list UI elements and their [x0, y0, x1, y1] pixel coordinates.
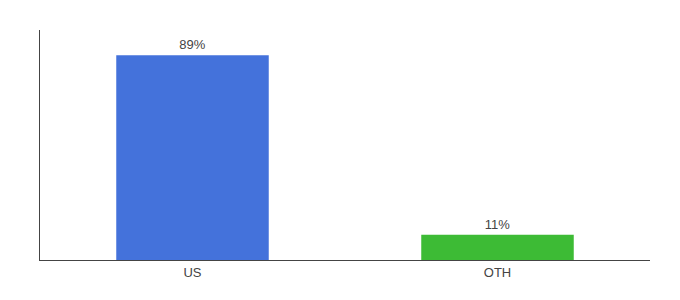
svg-text:89%: 89%	[179, 37, 205, 52]
svg-text:OTH: OTH	[484, 265, 511, 280]
svg-text:11%: 11%	[485, 217, 510, 232]
svg-text:US: US	[183, 265, 201, 280]
